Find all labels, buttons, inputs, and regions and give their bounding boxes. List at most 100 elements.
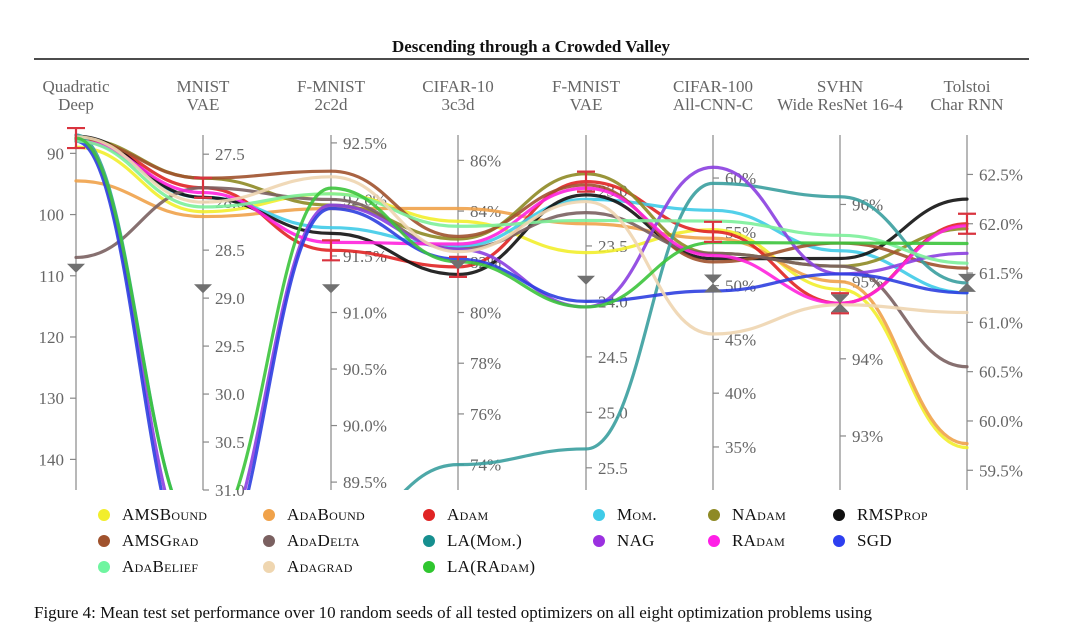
tick-label: 91.0%: [343, 304, 387, 323]
tick-label: 62.5%: [979, 165, 1023, 184]
tick-label: 60.5%: [979, 363, 1023, 382]
tick-label: 24.5: [598, 348, 628, 367]
tick-label: 29.5: [215, 337, 245, 356]
legend-swatch: [423, 535, 435, 547]
tick-label: 89.5%: [343, 473, 387, 492]
axis-label-5-line2: All-CNN-C: [673, 95, 753, 114]
legend-label: Adam: [447, 505, 489, 524]
legend-swatch: [98, 535, 110, 547]
tick-label: 29.0: [215, 289, 245, 308]
parallel-coordinates-chart: Descending through a Crowded Valley Quad…: [34, 37, 1029, 500]
default-marker-top-5: [704, 274, 722, 284]
tick-label: 90: [47, 144, 64, 163]
legend-label: LA(Mom.): [447, 531, 523, 550]
axis-label-3-line1: CIFAR-10: [422, 77, 493, 96]
axis-label-6-line1: SVHN: [817, 77, 863, 96]
tick-label: 93%: [852, 427, 883, 446]
default-marker-top-4: [577, 275, 595, 285]
axis-label-4-line1: F-MNIST: [552, 77, 621, 96]
legend-item-amsbound: AMSBound: [98, 504, 207, 526]
default-marker-bottom-7: [958, 282, 976, 292]
axis-markers: [67, 126, 976, 315]
best-marker-5: [704, 220, 722, 243]
tick-label: 27.5: [215, 145, 245, 164]
axis-label-3-line2: 3c3d: [441, 95, 475, 114]
series-line-amsbound: [74, 145, 969, 450]
legend-swatch: [263, 535, 275, 547]
default-marker-top-6: [831, 294, 849, 304]
best-marker-0: [67, 126, 85, 150]
legend-swatch: [423, 509, 435, 521]
default-marker-top-7: [958, 273, 976, 283]
tick-label: 25.5: [598, 459, 628, 478]
legend-item-mom-: Mom.: [593, 504, 657, 526]
tick-label: 90.5%: [343, 360, 387, 379]
legend-label: RAdam: [732, 531, 786, 550]
legend-item-amsgrad: AMSGrad: [98, 530, 199, 552]
legend-label: NAG: [617, 531, 655, 550]
legend-item-adam: Adam: [423, 504, 488, 526]
default-marker-top-0: [67, 263, 85, 273]
legend-item-la-mom-: LA(Mom.): [423, 530, 522, 552]
tick-label: 30.5: [215, 433, 245, 452]
best-marker-1: [194, 176, 212, 199]
default-marker-top-1: [194, 284, 212, 294]
series-line-radam: [74, 139, 969, 305]
legend-swatch: [708, 535, 720, 547]
axis-label-6-line2: Wide ResNet 16-4: [777, 95, 903, 114]
tick-label: 90.0%: [343, 417, 387, 436]
tick-label: 45%: [725, 330, 756, 349]
legend-swatch: [98, 509, 110, 521]
tick-label: 50%: [725, 277, 756, 296]
legend-item-adagrad: Adagrad: [263, 556, 353, 578]
axis-label-7-line2: Char RNN: [930, 95, 1003, 114]
series-line-adabelief: [74, 139, 969, 265]
legend-label: AMSBound: [122, 505, 208, 524]
tick-label: 84%: [470, 202, 501, 221]
legend-label: Mom.: [617, 505, 657, 524]
tick-label: 61.0%: [979, 313, 1023, 332]
tick-label: 110: [39, 267, 64, 286]
figure-caption: Figure 4: Mean test set performance over…: [34, 603, 872, 622]
legend-item-rmsprop: RMSProp: [833, 504, 928, 526]
tick-label: 94%: [852, 350, 883, 369]
axis-label-0-line1: Quadratic: [42, 77, 109, 96]
tick-label: 40%: [725, 384, 756, 403]
legend-swatch: [833, 509, 845, 521]
default-marker-bottom-5: [704, 283, 722, 293]
legend-swatch: [423, 561, 435, 573]
legend-item-adadelta: AdaDelta: [263, 530, 360, 552]
legend-label: RMSProp: [857, 505, 928, 524]
legend-label: SGD: [857, 531, 892, 550]
chart-title: Descending through a Crowded Valley: [392, 37, 671, 56]
default-marker-top-3: [449, 260, 467, 270]
axis-label-0-line2: Deep: [58, 95, 94, 114]
series-line-adagrad: [74, 135, 969, 336]
axis-label-2-line2: 2c2d: [314, 95, 348, 114]
axis-label-1-line1: MNIST: [177, 77, 231, 96]
best-marker-2: [322, 239, 340, 262]
legend-label: AdaDelta: [287, 531, 360, 550]
series-line-rmsprop: [74, 134, 969, 277]
tick-label: 86%: [470, 151, 501, 170]
axis-label-2-line1: F-MNIST: [297, 77, 366, 96]
legend-item-sgd: SGD: [833, 530, 892, 552]
series-line-la-mom-: [74, 133, 969, 490]
tick-label: 76%: [470, 405, 501, 424]
tick-label: 62.0%: [979, 215, 1023, 234]
legend-item-nag: NAG: [593, 530, 655, 552]
legend-item-nadam: NAdam: [708, 504, 786, 526]
tick-label: 78%: [470, 354, 501, 373]
legend-swatch: [833, 535, 845, 547]
tick-label: 80%: [470, 304, 501, 323]
legend-label: LA(RAdam): [447, 557, 536, 576]
tick-label: 35%: [725, 438, 756, 457]
legend-item-adabound: AdaBound: [263, 504, 365, 526]
legend-label: AdaBound: [287, 505, 366, 524]
tick-label: 60.0%: [979, 412, 1023, 431]
series-line-la-radam-: [74, 136, 969, 490]
legend-swatch: [708, 509, 720, 521]
series-line-adadelta: [74, 186, 969, 369]
best-marker-7: [958, 212, 976, 235]
axis-label-7-line1: Tolstoi: [944, 77, 991, 96]
